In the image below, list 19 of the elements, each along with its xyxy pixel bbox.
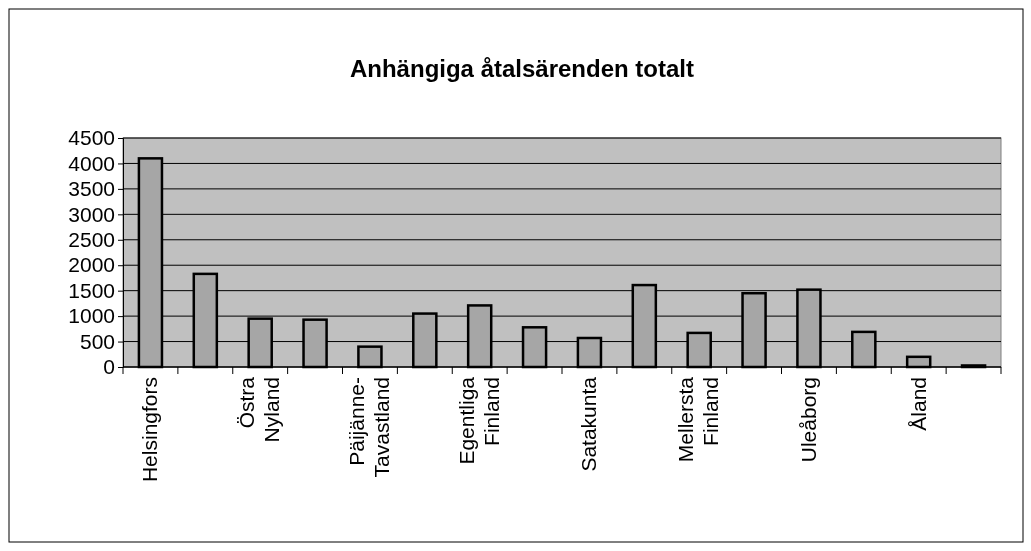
y-tick-label: 4500 <box>68 126 115 150</box>
y-tick-label: 3500 <box>68 177 115 201</box>
x-tick-label: Egentliga Finland <box>454 376 503 465</box>
y-tick-label: 2000 <box>68 253 115 277</box>
y-tick-label: 2500 <box>68 228 115 251</box>
y-tick-label: 0 <box>103 355 115 379</box>
y-tick-label: 500 <box>79 329 115 353</box>
y-tick-label: 3000 <box>68 202 115 226</box>
x-tick-label: Uleåborg <box>796 377 820 463</box>
x-tick-label: Östra Nyland <box>235 376 284 443</box>
x-tick-label: Mellersta Finland <box>674 376 723 463</box>
x-tick-label: Satakunta <box>577 376 601 472</box>
y-tick-label: 1000 <box>68 304 115 328</box>
chart-title: Anhängiga åtalsärenden totalt <box>349 55 695 82</box>
x-tick-label: Åland <box>906 377 930 431</box>
y-tick-label: 1500 <box>68 278 115 302</box>
y-tick-label: 4000 <box>68 151 115 175</box>
x-tick-label: Helsingfors <box>138 377 162 483</box>
x-tick-label: Päijänne-Tavastland <box>344 377 393 478</box>
